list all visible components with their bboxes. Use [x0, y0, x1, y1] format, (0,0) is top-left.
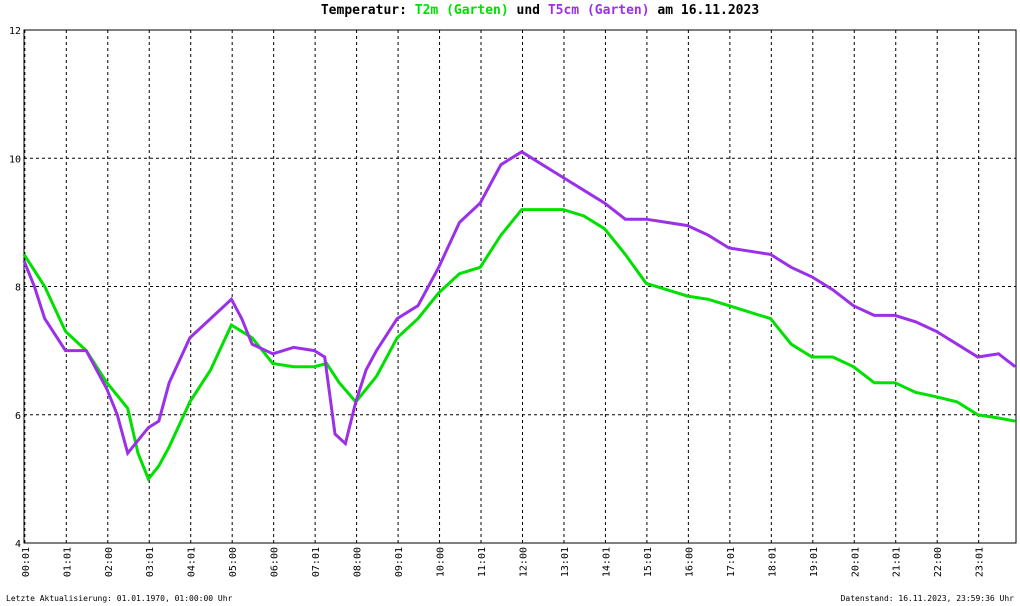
x-tick-label: 06:00 [270, 547, 281, 577]
x-tick-label: 04:01 [187, 547, 198, 577]
x-tick-label: 13:01 [560, 547, 571, 577]
x-tick-label: 20:01 [850, 547, 861, 577]
x-tick-label: 00:01 [21, 547, 32, 577]
x-tick-label: 14:01 [601, 547, 612, 577]
data-line [22, 208, 1016, 482]
x-tick-label: 08:00 [353, 547, 364, 577]
y-tick-label: 10 [9, 154, 21, 165]
x-tick-label: 18:01 [767, 547, 778, 577]
x-tick-label: 02:00 [104, 547, 115, 577]
footer-right: Datenstand: 16.11.2023, 23:59:36 Uhr [841, 594, 1015, 603]
x-tick-label: 19:01 [809, 547, 820, 577]
data-line [22, 150, 1017, 457]
y-tick-label: 8 [15, 283, 21, 294]
y-tick-label: 12 [9, 26, 21, 37]
y-tick-label: 6 [15, 411, 21, 422]
x-tick-label: 17:01 [726, 547, 737, 577]
x-tick-label: 03:01 [145, 547, 156, 577]
x-tick-label: 09:01 [394, 547, 405, 577]
x-tick-label: 15:01 [643, 547, 654, 577]
x-tick-label: 10:00 [436, 547, 447, 577]
title-series: T5cm (Garten) [548, 3, 650, 18]
x-tick-label: 21:01 [892, 547, 903, 577]
footer-left: Letzte Aktualisierung: 01.01.1970, 01:00… [6, 594, 233, 603]
plot-frame [23, 29, 1017, 544]
x-tick-label: 23:01 [975, 547, 986, 577]
chart-title: Temperatur: T2m (Garten) und T5cm (Garte… [321, 3, 759, 18]
x-tick-label: 16:00 [684, 547, 695, 577]
x-tick-label: 07:01 [311, 547, 322, 577]
title-suffix: am 16.11.2023 [657, 3, 759, 18]
title-prefix: Temperatur: [321, 3, 407, 18]
title-series: T2m (Garten) [415, 3, 509, 18]
x-tick-label: 11:01 [477, 547, 488, 577]
x-tick-label: 01:01 [62, 547, 73, 577]
x-tick-label: 12:00 [518, 547, 529, 577]
x-tick-label: 22:00 [933, 547, 944, 577]
title-joiner: und [517, 3, 540, 18]
x-tick-label: 05:00 [228, 547, 239, 577]
y-tick-label: 4 [15, 539, 21, 550]
